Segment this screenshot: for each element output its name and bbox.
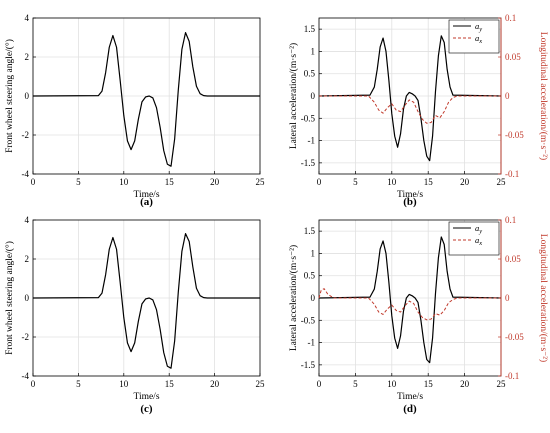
y-tick-label: 0 [25, 91, 30, 101]
y2-axis-label: Longitudinal acceleration/(m·s⁻²) [538, 234, 549, 362]
y-axis-label: Front wheel steering angle/(°) [4, 39, 15, 153]
x-tick-label: 15 [424, 379, 434, 389]
series-line-ay [318, 35, 502, 162]
y2-tick-label: -0.05 [505, 332, 524, 342]
x-tick-label: 15 [165, 379, 175, 389]
series-line-s0 [32, 233, 260, 369]
y-axis-label: Front wheel steering angle/(°) [4, 241, 15, 355]
chart-panel-c: 0 5 10 15 20 25 -4 -2 0 2 4 Time/s Front wheel steer… [4, 215, 265, 415]
x-tick-label: 25 [497, 379, 507, 389]
legend-entry: ax [475, 33, 482, 45]
y-tick-label: -0.5 [301, 113, 316, 123]
chart-panel-b: 0 5 10 15 20 25 -1.5 -1 -0.5 0 0.5 1 1.5 -0.1 -0.05 0 0.… [288, 13, 549, 208]
y-tick-label: -1.5 [301, 158, 316, 168]
y-tick-label: 1.5 [304, 226, 316, 236]
y-tick-label: 4 [25, 13, 30, 23]
chart-panel-d: 0 5 10 15 20 25 -1.5 -1 -0.5 0 0.5 1 1.5 -0.1 -0.05 0 0.… [288, 215, 549, 415]
y-tick-label: -1 [308, 136, 316, 146]
legend-entry-name: a [475, 223, 479, 233]
legend-box [448, 221, 500, 256]
y-axis-label: Lateral acceleration/(m·s⁻²) [288, 43, 299, 149]
legend-entry-subscript: y [478, 228, 482, 235]
y-tick-label: 0 [311, 293, 316, 303]
y2-tick-label: 0.1 [505, 13, 516, 23]
y-tick-label: -1 [308, 338, 316, 348]
y-tick-label: 0.5 [304, 69, 316, 79]
legend-entry: ax [475, 235, 482, 247]
series-line-ax [319, 95, 501, 124]
y-tick-label: -4 [22, 371, 30, 381]
y-tick-label: 4 [25, 215, 30, 225]
legend-entry-subscript: x [478, 38, 482, 45]
x-axis-label: Time/s [397, 190, 423, 200]
y2-tick-label: 0.05 [505, 52, 521, 62]
y2-tick-label: 0.1 [505, 215, 516, 225]
panel-label: (a) [140, 196, 153, 208]
legend-entry-name: a [475, 33, 479, 43]
x-tick-label: 10 [387, 177, 397, 187]
x-tick-label: 20 [460, 379, 470, 389]
x-tick-label: 10 [387, 379, 397, 389]
legend-entry-name: a [475, 21, 479, 31]
x-axis-label: Time/s [397, 392, 423, 402]
y-tick-label: 2 [25, 52, 30, 62]
x-tick-label: 15 [165, 177, 175, 187]
y2-tick-label: -0.1 [505, 169, 519, 179]
series-line-ax [318, 288, 501, 321]
legend-box [448, 19, 500, 54]
panel-label: (c) [140, 403, 153, 415]
y-tick-label: 0 [311, 91, 316, 101]
x-axis-label: Time/s [133, 190, 159, 200]
x-tick-label: 0 [31, 379, 36, 389]
x-tick-label: 20 [210, 177, 220, 187]
y-tick-label: -4 [22, 169, 30, 179]
x-tick-label: 0 [31, 177, 36, 187]
x-tick-label: 0 [317, 177, 322, 187]
x-tick-label: 5 [76, 379, 81, 389]
y-tick-label: 1 [311, 46, 316, 56]
y-tick-label: -2 [22, 332, 30, 342]
x-tick-label: 10 [119, 177, 129, 187]
y2-tick-label: 0.05 [505, 254, 521, 264]
x-tick-label: 25 [256, 177, 266, 187]
x-tick-label: 5 [353, 177, 358, 187]
legend-entry-subscript: x [478, 240, 482, 247]
y2-tick-label: 0 [505, 91, 510, 101]
y-axis-label: Lateral acceleration/(m·s⁻²) [288, 245, 299, 351]
y-tick-label: 2 [25, 254, 30, 264]
x-tick-label: 20 [460, 177, 470, 187]
x-tick-label: 5 [353, 379, 358, 389]
x-axis-label: Time/s [133, 392, 159, 402]
x-tick-label: 20 [210, 379, 220, 389]
x-tick-label: 10 [119, 379, 129, 389]
legend-entry: ay [475, 223, 482, 235]
panel-label: (d) [403, 403, 417, 415]
y2-axis-label: Longitudinal acceleration/(m·s⁻²) [538, 32, 549, 160]
x-tick-label: 25 [256, 379, 266, 389]
y-tick-label: 0.5 [304, 271, 316, 281]
y2-tick-label: -0.1 [505, 371, 519, 381]
y2-tick-label: 0 [505, 293, 510, 303]
chart-panel-a: 0 5 10 15 20 25 -4 -2 0 2 4 Time/s Front wheel steer… [4, 13, 265, 208]
legend-entry-name: a [475, 235, 479, 245]
y-tick-label: -1.5 [301, 360, 316, 370]
series-line-s0 [32, 32, 260, 167]
y-tick-label: 1.5 [304, 24, 316, 34]
y-tick-label: 1 [311, 248, 316, 258]
x-tick-label: 0 [317, 379, 322, 389]
series-line-ay [318, 236, 502, 364]
y-tick-label: 0 [25, 293, 30, 303]
legend-entry: ay [475, 21, 482, 33]
legend-entry-subscript: y [478, 26, 482, 33]
panel-label: (b) [403, 196, 417, 208]
y-tick-label: -0.5 [301, 315, 316, 325]
x-tick-label: 25 [497, 177, 507, 187]
x-tick-label: 15 [424, 177, 434, 187]
y-tick-label: -2 [22, 130, 30, 140]
y2-tick-label: -0.05 [505, 130, 524, 140]
x-tick-label: 5 [76, 177, 81, 187]
